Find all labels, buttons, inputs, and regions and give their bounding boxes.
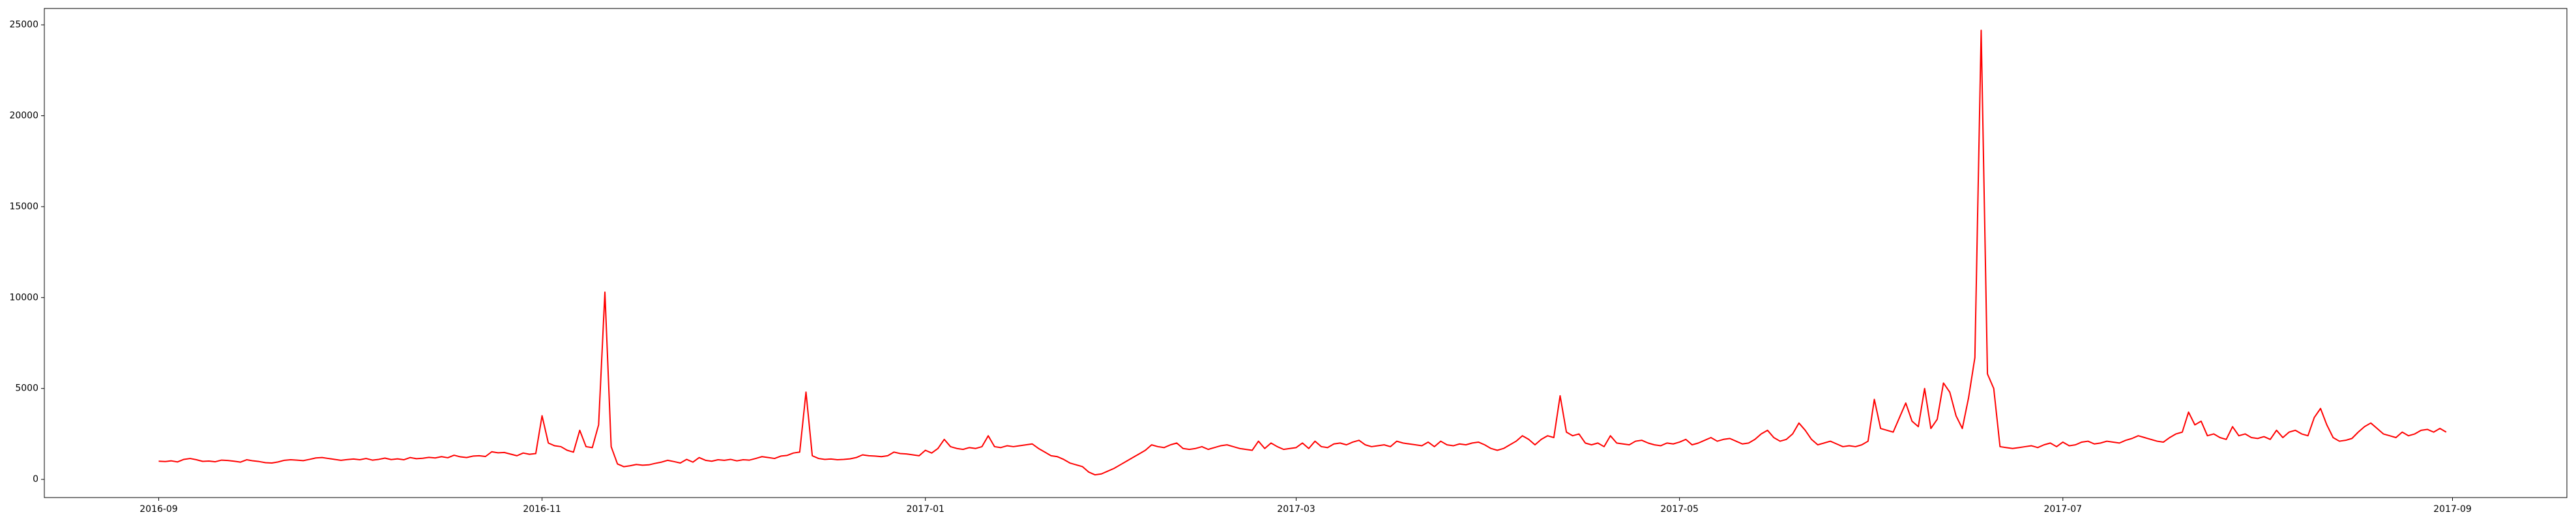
y-tick-label: 15000: [9, 202, 38, 212]
y-tick-label: 5000: [15, 383, 38, 394]
x-tick-label: 2017-03: [1277, 504, 1315, 515]
x-tick-label: 2017-05: [1660, 504, 1699, 515]
axes-frame: [44, 8, 2568, 498]
x-tick-label: 2017-07: [2044, 504, 2083, 515]
x-tick-label: 2017-09: [2433, 504, 2472, 515]
y-tick-label: 25000: [9, 20, 38, 30]
y-tick-label: 10000: [9, 292, 38, 303]
y-tick-label: 0: [33, 474, 38, 485]
y-tick-label: 20000: [9, 110, 38, 121]
data-line: [158, 29, 2447, 476]
x-tick-label: 2017-01: [906, 504, 944, 515]
x-tick-label: 2016-11: [523, 504, 561, 515]
x-tick-label: 2016-09: [139, 504, 178, 515]
